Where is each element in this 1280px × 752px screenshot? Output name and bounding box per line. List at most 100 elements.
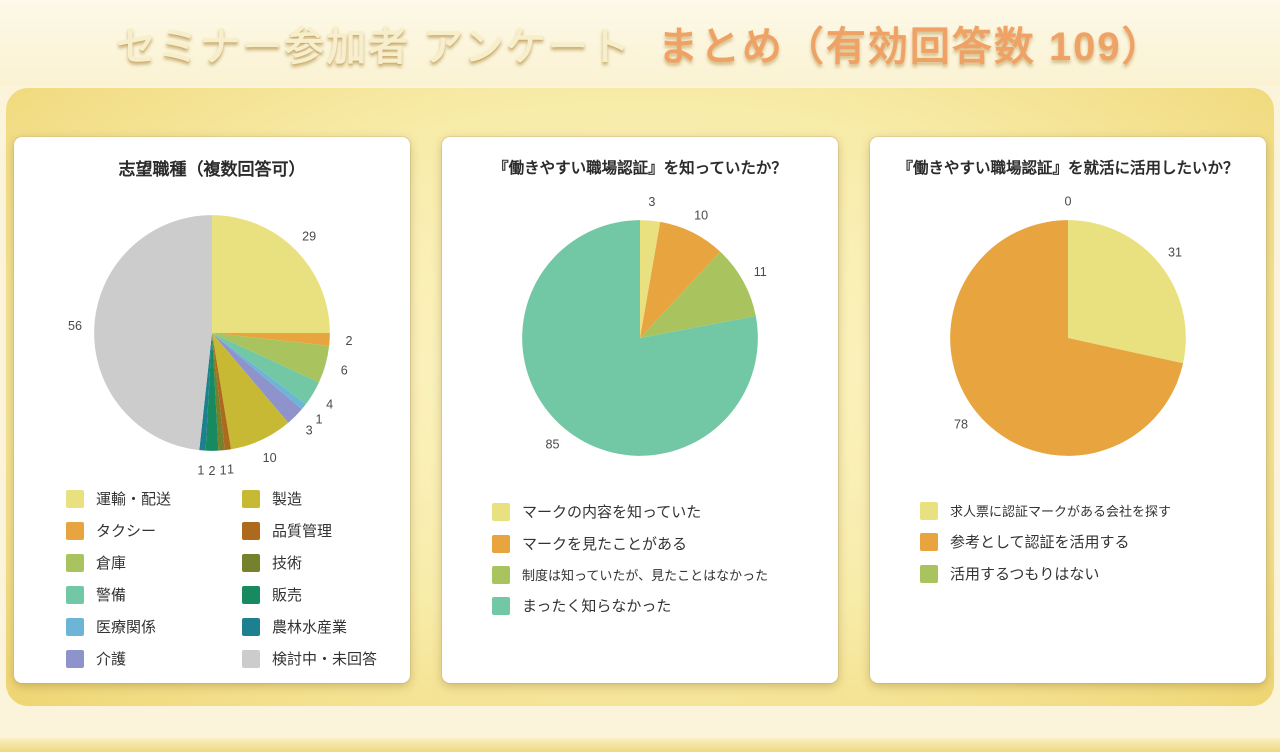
- legend-label: 品質管理: [272, 523, 333, 540]
- legend-label: マークを見たことがある: [522, 536, 688, 554]
- pie-slice: [212, 332, 225, 451]
- page-title: セミナー参加者 アンケート まとめ（有効回答数 109）: [116, 14, 1163, 72]
- legend-swatch: [920, 564, 938, 583]
- pie-slice: [212, 332, 319, 404]
- pie-slice: [1068, 220, 1186, 364]
- legend-item: 倉庫: [66, 552, 242, 573]
- legend-swatch: [66, 649, 84, 668]
- legend-label: 活用するつもりはない: [950, 566, 1100, 584]
- legend-swatch: [242, 585, 260, 604]
- pie-value-label: 3: [306, 423, 313, 437]
- legend-swatch: [492, 565, 510, 584]
- legend-swatch: [242, 617, 260, 636]
- legend-swatch: [66, 585, 84, 604]
- legend-label: 運輸・配送: [96, 491, 172, 508]
- pie-slice: [212, 332, 289, 449]
- legend: マークの内容を知っていた マークを見たことがある制度は知っていたが、見たことはなか…: [492, 501, 822, 616]
- legend-item: 販売: [242, 584, 394, 605]
- legend-swatch: [920, 532, 938, 551]
- survey-card-2: 『働きやすい職場認証』を知っていたか？ 3 10 11 85 マークの内容を知っていた マー…: [442, 137, 838, 683]
- survey-card-1: 志望職種（複数回答可） 29 2 6 4 1 3 10 1 1 2 1 56 運輸・配送 タクシー 倉庫 警備医…: [14, 137, 410, 683]
- pie-value-label: 1: [220, 463, 227, 477]
- header: セミナー参加者 アンケート まとめ（有効回答数 109）: [0, 0, 1280, 86]
- legend-swatch: [242, 521, 260, 540]
- survey-card-3: 『働きやすい職場認証』を就活に活用したいか？ 31 78 0 求人票に認証マークがある会…: [870, 137, 1266, 683]
- legend-label: 医療関係: [96, 619, 157, 636]
- legend-swatch: [920, 501, 938, 520]
- pie-slice: [212, 332, 302, 423]
- pie-value-label: 3: [648, 195, 655, 209]
- legend-swatch: [66, 489, 84, 508]
- legend-swatch: [242, 489, 260, 508]
- pie-slice: [205, 332, 219, 451]
- pie-slice: [212, 332, 306, 409]
- legend-item: マークを見たことがある: [492, 533, 822, 554]
- pie-slice: [212, 332, 232, 450]
- legend-item: 運輸・配送: [66, 488, 242, 509]
- legend-item: 活用するつもりはない: [920, 563, 1250, 584]
- legend-label: 検討中・未回答: [272, 651, 378, 668]
- title-sub: まとめ（有効回答数 109）: [657, 25, 1164, 69]
- legend-item: 制度は知っていたが、見たことはなかった: [492, 565, 822, 584]
- legend-label: 制度は知っていたが、見たことはなかった: [522, 568, 769, 584]
- legend-swatch: [66, 553, 84, 572]
- legend-label: まったく知らなかった: [522, 598, 672, 616]
- legend-label: 求人票に認証マークがある会社を探す: [950, 504, 1172, 520]
- legend-label: 技術: [272, 555, 303, 572]
- chart-title: 『働きやすい職場認証』を就活に活用したいか？: [897, 160, 1239, 177]
- pie-slice: [640, 222, 721, 339]
- pie-value-label: 10: [263, 451, 277, 465]
- pie-chart-area: 29 2 6 4 1 3 10 1 1 2 1 56: [30, 181, 394, 484]
- pie-slice: [950, 220, 1184, 456]
- legend-label: 倉庫: [96, 555, 127, 572]
- pie-value-label: 31: [1168, 246, 1182, 260]
- legend-label: 農林水産業: [272, 619, 348, 636]
- legend-item: 求人票に認証マークがある会社を探す: [920, 501, 1250, 520]
- legend-swatch: [66, 617, 84, 636]
- legend-item: 警備: [66, 584, 242, 605]
- pie-slice: [212, 214, 330, 333]
- legend-swatch: [242, 649, 260, 668]
- legend-item: 技術: [242, 552, 394, 573]
- chart-title: 志望職種（複数回答可）: [118, 160, 306, 179]
- legend-item: タクシー: [66, 520, 242, 541]
- pie-value-label: 6: [341, 363, 348, 377]
- legend: 運輸・配送タクシー倉庫警備医療関係介護 製造品質管理技術販売農林水産業検討中・未回…: [66, 488, 394, 669]
- legend-item: マークの内容を知っていた: [492, 501, 822, 522]
- footer-strip: [0, 738, 1280, 752]
- pie-value-label: 2: [209, 463, 216, 477]
- pie-chart: 3 10 11 85: [522, 195, 767, 456]
- pie-value-label: 1: [315, 412, 322, 426]
- pie-value-label: 1: [197, 463, 204, 477]
- pie-value-label: 1: [227, 462, 234, 476]
- pie-chart-area: 31 78 0: [886, 179, 1250, 497]
- pie-value-label: 56: [68, 319, 82, 333]
- legend-item: まったく知らなかった: [492, 595, 822, 616]
- legend-swatch: [66, 521, 84, 540]
- main-panel: 志望職種（複数回答可） 29 2 6 4 1 3 10 1 1 2 1 56 運輸・配送 タクシー 倉庫 警備医…: [6, 88, 1274, 706]
- legend-label: 製造: [272, 491, 303, 508]
- pie-value-label: 78: [954, 418, 968, 432]
- pie-slice: [640, 251, 756, 339]
- legend-swatch: [492, 534, 510, 553]
- pie-slice: [640, 220, 661, 339]
- pie-value-label: 2: [346, 334, 353, 348]
- legend-swatch: [242, 553, 260, 572]
- pie-value-label: 29: [302, 229, 316, 243]
- pie-value-label: 11: [754, 265, 767, 279]
- legend-item: 品質管理: [242, 520, 394, 541]
- pie-chart-area: 3 10 11 85: [458, 179, 822, 497]
- pie-value-label: 0: [1065, 194, 1072, 208]
- chart-title: 『働きやすい職場認証』を知っていたか？: [493, 160, 787, 177]
- legend-label: マークの内容を知っていた: [522, 504, 702, 522]
- pie-slice: [199, 332, 212, 451]
- legend-item: 医療関係: [66, 616, 242, 637]
- pie-chart: 31 78 0: [950, 194, 1186, 456]
- legend-item: 介護: [66, 648, 242, 669]
- legend-label: タクシー: [96, 523, 157, 540]
- pie-slice: [212, 332, 330, 346]
- legend-label: 警備: [96, 587, 127, 604]
- legend-swatch: [492, 502, 510, 521]
